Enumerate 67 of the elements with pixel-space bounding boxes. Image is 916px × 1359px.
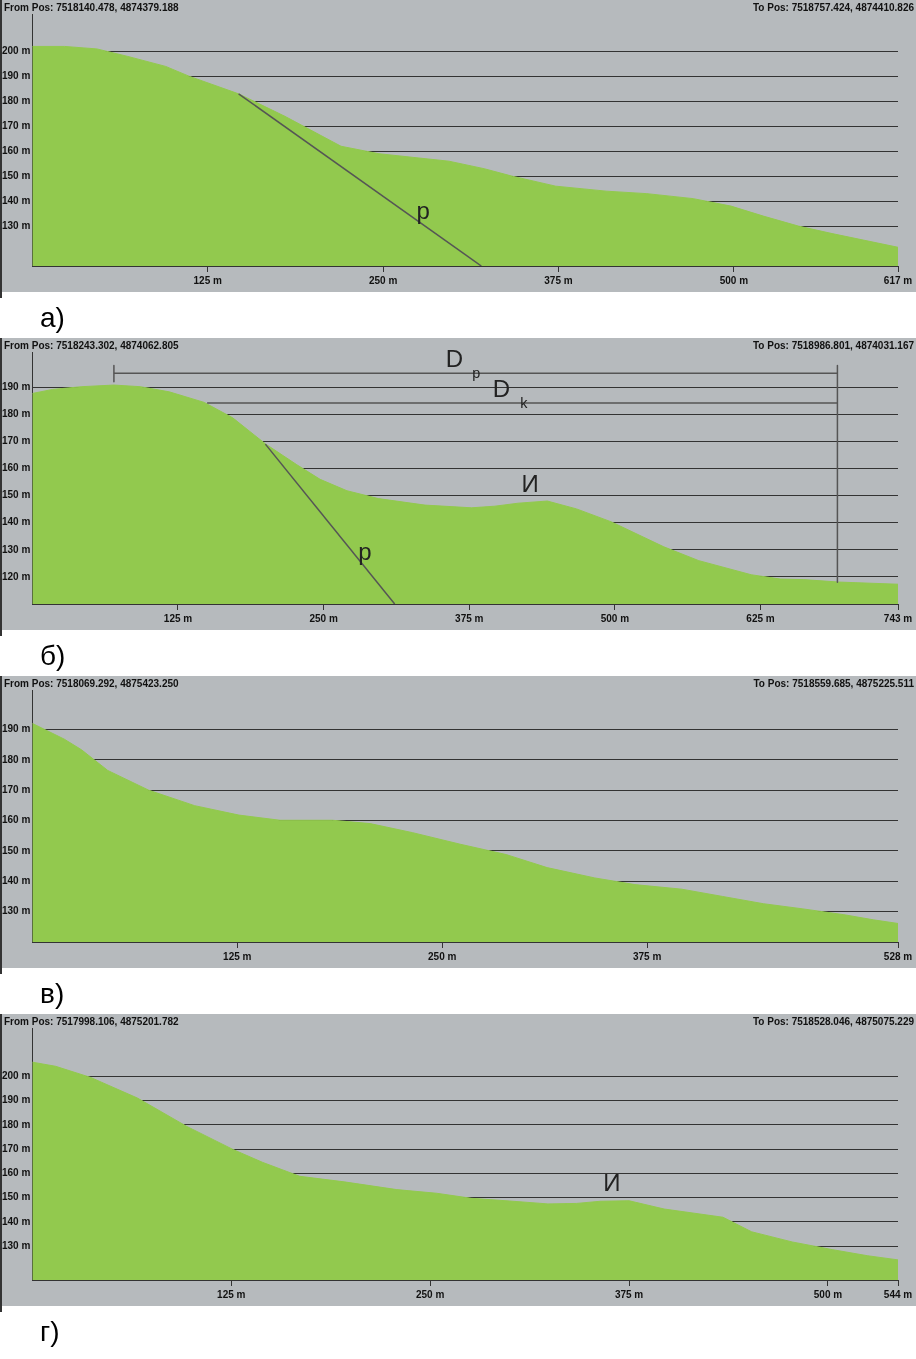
y-tick-label: 160 m	[2, 1167, 31, 1179]
y-tick-label: 190 m	[2, 1094, 31, 1106]
chart-title: From Pos: 7518069.292, 4875423.250	[4, 677, 180, 689]
y-tick-label: 180 m	[2, 95, 31, 107]
y-tick-label: 180 m	[2, 408, 31, 420]
y-tick-label: 170 m	[2, 783, 31, 795]
y-tick-label: 150 m	[2, 844, 31, 856]
y-tick-label: 180 m	[2, 753, 31, 765]
chart-subtitle: To Pos: 7518757.424, 4874410.826	[752, 1, 915, 13]
chart-title: From Pos: 7518140.478, 4874379.188	[4, 1, 180, 13]
y-tick-label: 140 m	[2, 875, 31, 887]
y-tick-label: 150 m	[2, 1191, 31, 1203]
y-tick-label: 130 m	[2, 905, 31, 917]
annotation: И	[521, 469, 539, 497]
x-tick-label: 250 m	[415, 1288, 445, 1300]
y-tick-label: 200 m	[2, 1070, 31, 1082]
y-tick-label: 190 m	[2, 380, 31, 392]
y-tick-label: 200 m	[2, 45, 31, 57]
x-tick-label: 625 m	[746, 612, 775, 624]
text: г)	[39, 1315, 61, 1349]
y-tick-label: 160 m	[2, 144, 31, 156]
y-tick-label: 160 m	[2, 814, 31, 826]
text: а)	[39, 301, 66, 335]
x-tick-label: 375 m	[614, 1288, 644, 1300]
x-tick-label: 375 m	[632, 950, 662, 962]
y-tick-label: 170 m	[2, 1142, 31, 1154]
x-tick-label: 528 m	[883, 950, 913, 962]
x-tick-label: 617 m	[883, 274, 913, 286]
x-tick-label: 125 m	[223, 950, 252, 962]
text: б)	[39, 639, 67, 673]
series-label: р	[358, 538, 372, 566]
y-tick-label: 130 m	[2, 219, 31, 231]
y-tick-label: 170 m	[2, 120, 31, 132]
x-tick-label: 375 m	[544, 274, 573, 286]
chart-subtitle: To Pos: 7518528.046, 4875075.229	[752, 1015, 915, 1027]
x-tick-label: 743 m	[883, 612, 913, 624]
y-tick-label: 180 m	[2, 1118, 31, 1130]
text: в)	[39, 977, 66, 1011]
x-tick-label: 544 m	[883, 1288, 913, 1300]
x-tick-label: 125 m	[163, 612, 193, 624]
x-tick-label: 500 m	[600, 612, 630, 624]
x-tick-label: 375 m	[455, 612, 484, 624]
y-tick-label: 150 m	[2, 169, 31, 181]
x-tick-label: 500 m	[719, 274, 749, 286]
series-label: р	[416, 196, 430, 224]
chart-subtitle: To Pos: 7518986.801, 4874031.167	[752, 339, 915, 351]
annotation: И	[603, 1169, 621, 1197]
y-tick-label: 190 m	[2, 723, 31, 735]
y-tick-label: 170 m	[2, 435, 31, 447]
y-tick-label: 130 m	[2, 1239, 31, 1251]
chart-title: From Pos: 7517998.106, 4875201.782	[4, 1015, 180, 1027]
chart-subtitle: To Pos: 7518559.685, 4875225.511	[753, 677, 915, 689]
x-tick-label: 500 m	[813, 1288, 843, 1300]
y-tick-label: 160 m	[2, 462, 31, 474]
y-tick-label: 140 m	[2, 194, 31, 206]
x-tick-label: 125 m	[193, 274, 223, 286]
x-tick-label: 125 m	[217, 1288, 246, 1300]
chart-title: From Pos: 7518243.302, 4874062.805	[4, 339, 180, 351]
y-tick-label: 120 m	[2, 570, 31, 582]
y-tick-label: 190 m	[2, 70, 31, 82]
y-tick-label: 140 m	[2, 1215, 31, 1227]
y-tick-label: 140 m	[2, 516, 31, 528]
y-tick-label: 150 m	[2, 489, 31, 501]
x-tick-label: 250 m	[428, 950, 457, 962]
x-tick-label: 250 m	[309, 612, 338, 624]
x-tick-label: 250 m	[368, 274, 398, 286]
y-tick-label: 130 m	[2, 543, 31, 555]
